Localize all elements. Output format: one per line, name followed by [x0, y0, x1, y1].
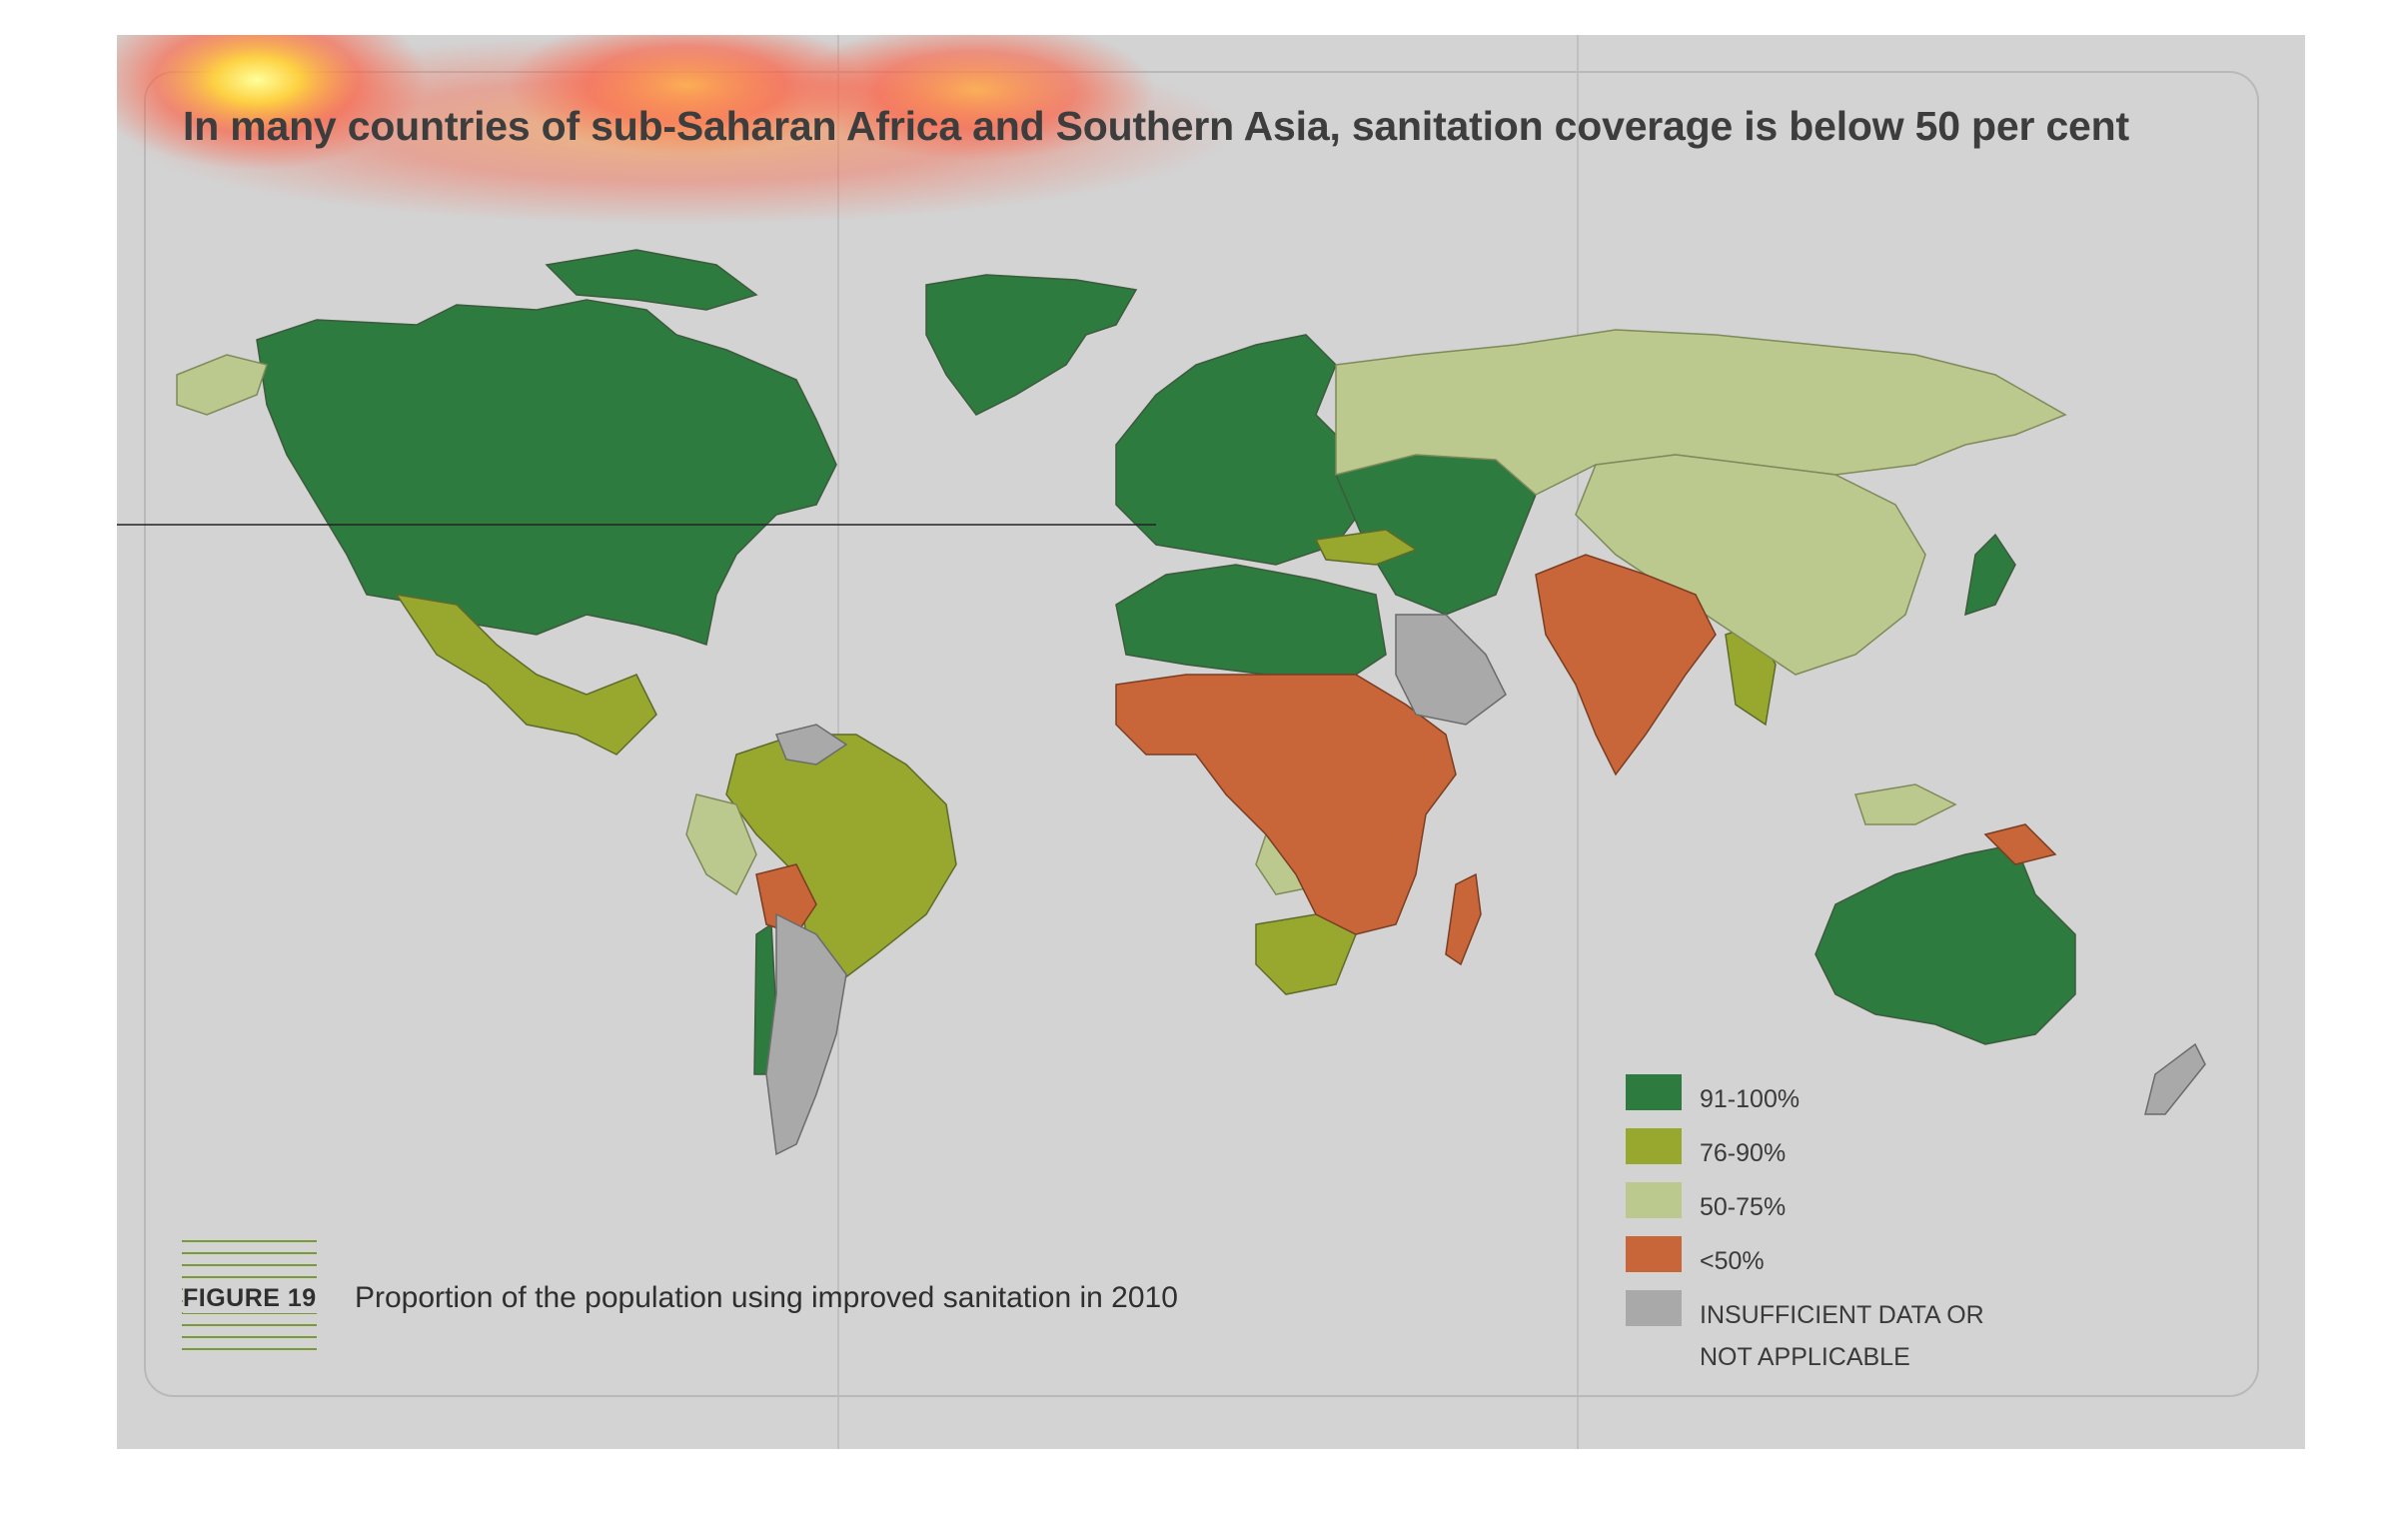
brazil-region — [725, 734, 957, 986]
region-group-91-100 — [256, 249, 2076, 1075]
venezuela-region — [774, 724, 848, 765]
region-group-below-50 — [755, 554, 2057, 966]
legend-label: <50% — [1700, 1247, 1765, 1275]
indonesia-region — [1854, 783, 1957, 825]
map-figure: In many countries of sub-Saharan Africa … — [117, 35, 2305, 1449]
arabian-peninsula-region — [1395, 614, 1507, 726]
turkey-region — [1314, 529, 1418, 566]
page-fold-line — [1577, 35, 1579, 1449]
northern-africa-region — [1115, 564, 1387, 676]
madagascar-region — [1445, 872, 1482, 966]
mexico-central-america-region — [395, 593, 657, 756]
north-america-region — [256, 299, 837, 646]
legend-label: INSUFFICIENT DATA OR — [1700, 1301, 1984, 1329]
arctic-islands-region — [545, 249, 758, 311]
papua-new-guinea-region — [1983, 823, 2057, 865]
andean-region — [685, 793, 757, 896]
legend-swatch — [1626, 1074, 1682, 1110]
legend-label: 76-90% — [1700, 1139, 1787, 1167]
legend-label: 91-100% — [1700, 1085, 1801, 1113]
region-group-no-data — [765, 614, 2206, 1156]
figure-caption: Proportion of the population using impro… — [355, 1281, 1178, 1314]
southern-asia-region — [1535, 554, 1717, 776]
region-group-76-90 — [395, 529, 1777, 995]
china-region — [1575, 454, 1926, 676]
argentina-region — [765, 912, 847, 1156]
world-map — [117, 249, 2206, 1156]
legend-swatch — [1626, 1290, 1682, 1326]
legend-label: 50-75% — [1700, 1193, 1787, 1221]
alaska-region — [176, 354, 268, 416]
map-title: In many countries of sub-Saharan Africa … — [183, 103, 2129, 149]
new-zealand-region — [2144, 1042, 2206, 1115]
region-group-50-75 — [176, 329, 2067, 896]
legend-label-line2: NOT APPLICABLE — [1700, 1343, 1910, 1371]
legend-swatch — [1626, 1182, 1682, 1218]
japan-korea-region — [1964, 533, 2016, 617]
russia-region — [1335, 329, 2067, 496]
greenland-region — [925, 274, 1138, 416]
legend-swatch — [1626, 1128, 1682, 1164]
bolivia-region — [755, 863, 817, 935]
sub-saharan-africa-region — [1115, 674, 1457, 935]
figure-label: FIGURE 19 — [183, 1284, 320, 1313]
australia-region — [1814, 843, 2076, 1045]
europe-region — [1115, 334, 1367, 566]
legend-swatch — [1626, 1236, 1682, 1272]
